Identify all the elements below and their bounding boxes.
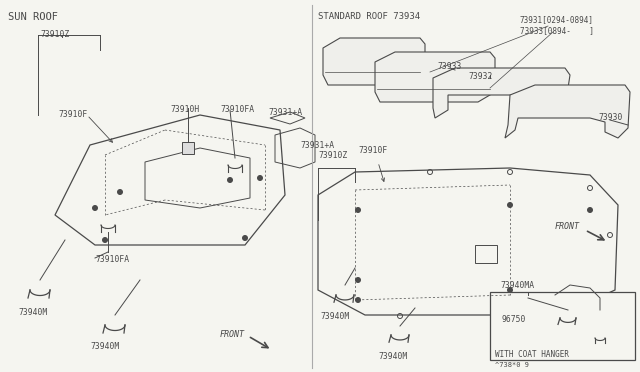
Text: 73910FA: 73910FA	[95, 255, 129, 264]
Text: ^738*0 9: ^738*0 9	[495, 362, 529, 368]
Circle shape	[355, 297, 361, 303]
Text: 73940MA: 73940MA	[500, 281, 534, 290]
Text: 73931[0294-0894]: 73931[0294-0894]	[520, 15, 594, 24]
Bar	[475, 245, 497, 263]
Text: 73910Z: 73910Z	[318, 151, 348, 160]
Text: 73910FA: 73910FA	[220, 105, 254, 114]
Text: 73931+A: 73931+A	[268, 108, 302, 117]
Polygon shape	[323, 38, 425, 85]
Circle shape	[227, 177, 233, 183]
Text: 73932: 73932	[468, 72, 492, 81]
Polygon shape	[433, 68, 570, 118]
Text: 73910F: 73910F	[58, 110, 87, 119]
Circle shape	[257, 175, 263, 181]
Text: 73933[0894-    ]: 73933[0894- ]	[520, 26, 594, 35]
Polygon shape	[505, 85, 630, 138]
Text: 73910Z: 73910Z	[40, 30, 69, 39]
Text: SUN ROOF: SUN ROOF	[8, 12, 58, 22]
Circle shape	[507, 202, 513, 208]
Circle shape	[507, 287, 513, 293]
Circle shape	[242, 235, 248, 241]
Text: 73940M: 73940M	[320, 312, 349, 321]
Text: 73931+A: 73931+A	[300, 141, 334, 150]
Text: 73910F: 73910F	[358, 146, 387, 155]
Text: 73940M: 73940M	[378, 352, 407, 361]
Text: 73940M: 73940M	[18, 308, 47, 317]
Bar	[490, 292, 635, 360]
Text: FRONT: FRONT	[220, 330, 245, 339]
Circle shape	[117, 189, 123, 195]
Text: 73910H: 73910H	[170, 105, 200, 114]
Text: STANDARD ROOF 73934: STANDARD ROOF 73934	[318, 12, 420, 21]
Circle shape	[355, 207, 361, 213]
Circle shape	[355, 277, 361, 283]
Circle shape	[102, 237, 108, 243]
Text: 73940M: 73940M	[90, 342, 119, 351]
Circle shape	[92, 205, 98, 211]
Bar	[182, 142, 194, 154]
Polygon shape	[375, 52, 495, 102]
Text: 96750: 96750	[502, 315, 526, 324]
Text: WITH COAT HANGER: WITH COAT HANGER	[495, 350, 569, 359]
Text: 73933: 73933	[437, 62, 461, 71]
Text: 73930: 73930	[598, 113, 622, 122]
Circle shape	[587, 207, 593, 213]
Text: FRONT: FRONT	[555, 222, 580, 231]
